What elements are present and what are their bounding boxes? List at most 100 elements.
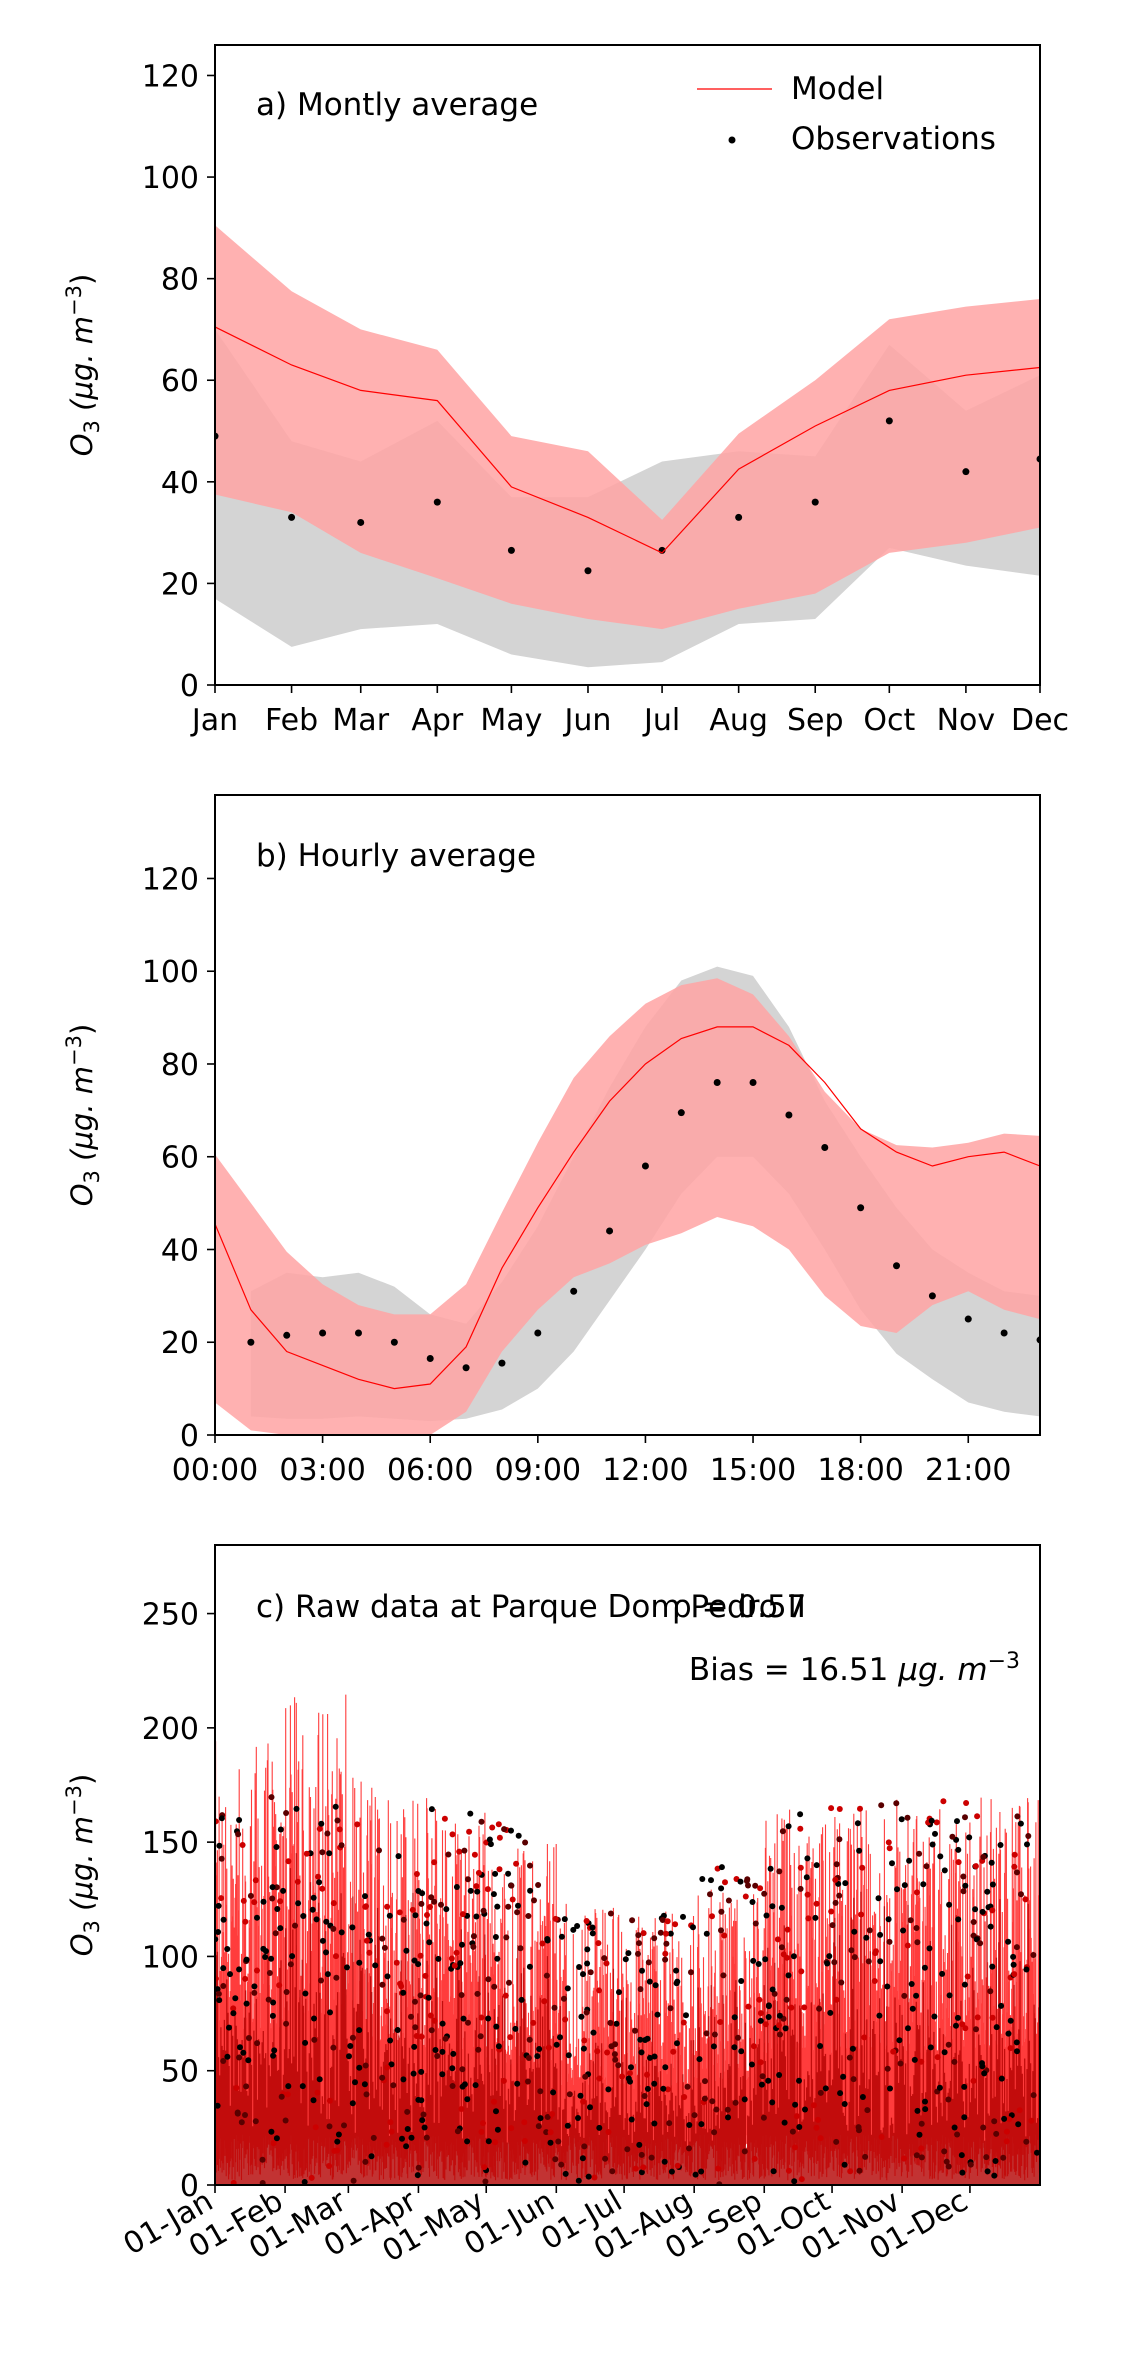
observation-point xyxy=(288,513,296,521)
observation-point xyxy=(584,567,592,575)
observation-point xyxy=(277,1898,284,1905)
observation-point xyxy=(640,1930,647,1937)
observation-point xyxy=(961,1981,968,1988)
observation-point xyxy=(485,2138,492,2145)
observation-point xyxy=(831,1959,838,1966)
observation-point xyxy=(509,1896,516,1903)
observation-point xyxy=(426,1354,434,1362)
observation-point xyxy=(349,2034,356,2041)
observation-point xyxy=(710,2043,717,2050)
observation-point xyxy=(661,2158,668,2165)
observation-point xyxy=(863,1934,870,1941)
observation-point xyxy=(690,1924,696,1931)
observation-point xyxy=(607,2019,614,2026)
observation-point xyxy=(583,2009,590,2016)
observation-point xyxy=(566,2091,573,2098)
observation-point xyxy=(262,1954,269,1960)
observation-point xyxy=(833,1996,840,2003)
panel-c-correlation: ρ = 0.57 xyxy=(672,1589,806,1625)
observation-point xyxy=(481,2164,488,2171)
observation-point xyxy=(711,2031,718,2038)
observation-point xyxy=(335,2131,342,2138)
observation-point xyxy=(521,2119,528,2126)
observation-point xyxy=(273,2135,280,2142)
observation-point xyxy=(485,1976,492,1983)
observation-point xyxy=(260,1898,267,1905)
observation-point xyxy=(502,1992,509,1999)
observation-point xyxy=(552,1915,559,1922)
observation-point xyxy=(801,2004,808,2011)
observation-point xyxy=(480,1907,487,1914)
observation-point xyxy=(897,2060,904,2067)
panel-b-y-label: O3 (μg. m−3) xyxy=(62,1024,104,1207)
observation-point xyxy=(338,1929,345,1936)
observation-point xyxy=(579,2155,586,2162)
observation-point xyxy=(709,1913,715,1920)
observation-point xyxy=(449,1831,456,1838)
observation-point xyxy=(907,1917,914,1924)
legend: Model Observations xyxy=(697,71,996,157)
observation-point xyxy=(224,1946,231,1952)
observation-point xyxy=(547,2129,554,2136)
observation-point xyxy=(872,1950,879,1957)
observation-point xyxy=(462,1364,470,1372)
observation-point xyxy=(708,1877,714,1884)
observation-point xyxy=(713,2106,720,2113)
x-tick-label: 15:00 xyxy=(710,1453,796,1488)
observation-point xyxy=(506,1979,512,1986)
y-tick-label: 60 xyxy=(161,1141,199,1176)
observation-point xyxy=(251,1899,258,1906)
observation-point xyxy=(220,2058,227,2064)
observation-point xyxy=(495,2043,502,2050)
observation-point xyxy=(427,1904,433,1910)
observation-point xyxy=(674,2162,681,2169)
observation-point xyxy=(963,1800,970,1806)
y-tick-label: 80 xyxy=(161,1048,199,1083)
observation-point xyxy=(966,1834,973,1841)
observation-point xyxy=(464,2138,471,2145)
y-tick-label: 100 xyxy=(142,955,199,990)
observation-point xyxy=(628,2064,634,2071)
observation-point xyxy=(792,2144,798,2151)
observation-point xyxy=(311,2015,317,2022)
observation-point xyxy=(769,1986,776,1993)
observation-point xyxy=(997,1842,1004,1848)
observation-point xyxy=(226,2024,232,2031)
observation-point xyxy=(508,1827,514,1834)
observation-point xyxy=(663,1930,669,1937)
observation-point xyxy=(663,1940,670,1947)
observation-point xyxy=(731,2044,738,2051)
x-tick-label: Sep xyxy=(787,703,844,738)
observation-point xyxy=(681,2094,688,2100)
observation-point xyxy=(709,2098,716,2105)
observation-point xyxy=(841,2161,848,2168)
observation-point xyxy=(490,1891,497,1898)
observation-point xyxy=(641,1162,649,1170)
observation-point xyxy=(636,2141,643,2148)
x-tick-label: Jul xyxy=(642,703,680,738)
x-tick-label: Oct xyxy=(863,703,915,738)
y-tick-label: 250 xyxy=(142,1598,199,1633)
observation-point xyxy=(699,1876,706,1882)
observation-point xyxy=(439,2048,446,2055)
observation-point xyxy=(308,2174,315,2181)
observation-point xyxy=(508,2125,515,2132)
observation-point xyxy=(534,1329,542,1337)
observation-point xyxy=(495,1821,502,1828)
observation-point xyxy=(530,2019,537,2026)
panel-b-model-line xyxy=(215,1026,1040,1390)
observation-point xyxy=(230,2179,237,2185)
observation-point xyxy=(850,2076,857,2083)
observation-point xyxy=(323,1918,330,1925)
observation-point xyxy=(970,1919,977,1925)
observation-point xyxy=(587,2104,593,2111)
observation-point xyxy=(885,417,893,425)
observation-point xyxy=(750,2043,757,2050)
observation-point xyxy=(310,2097,317,2104)
observation-point xyxy=(313,1916,320,1923)
observation-point xyxy=(988,1859,995,1866)
observation-point xyxy=(625,1950,632,1957)
observation-point xyxy=(914,2107,921,2114)
observation-point xyxy=(657,1929,664,1936)
observation-point xyxy=(295,1900,302,1907)
